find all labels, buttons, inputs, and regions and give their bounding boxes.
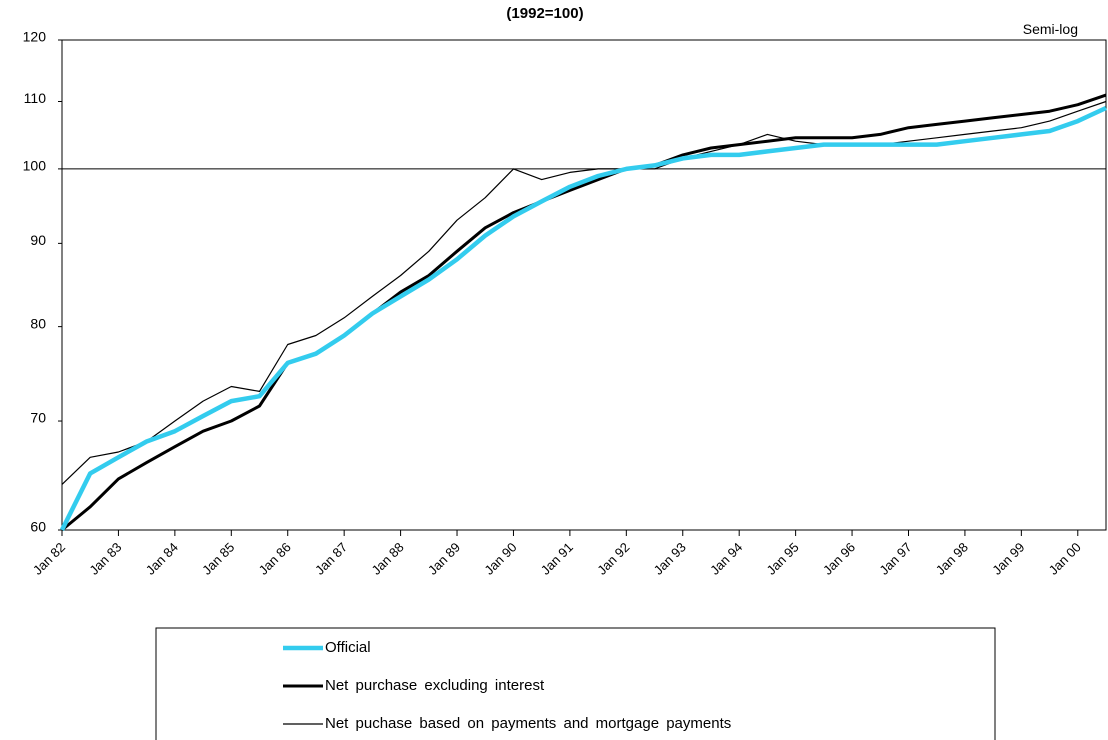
y-tick-label: 110 bbox=[24, 90, 47, 106]
x-tick-label: Jan 96 bbox=[820, 540, 858, 578]
x-tick-label: Jan 97 bbox=[876, 540, 914, 578]
x-tick-label: Jan 98 bbox=[933, 540, 971, 578]
x-tick-label: Jan 99 bbox=[989, 540, 1027, 578]
plot-frame bbox=[61, 39, 1107, 531]
legend-label: Net puchase based on payments and mortga… bbox=[325, 715, 731, 732]
y-tick-label: 120 bbox=[23, 29, 47, 45]
series-line bbox=[59, 105, 1107, 532]
x-tick-label: Jan 94 bbox=[707, 540, 745, 578]
y-tick-label: 80 bbox=[30, 315, 46, 331]
x-tick-label: Jan 93 bbox=[651, 540, 689, 578]
x-tick-label: Jan 95 bbox=[764, 540, 802, 578]
legend-label: Official bbox=[325, 639, 371, 656]
x-tick-label: Jan 86 bbox=[256, 540, 294, 578]
x-tick-label: Jan 83 bbox=[86, 540, 124, 578]
y-tick-label: 60 bbox=[30, 519, 46, 535]
x-tick-label: Jan 92 bbox=[594, 540, 632, 578]
x-tick-label: Jan 82 bbox=[30, 540, 68, 578]
y-tick-label: 70 bbox=[30, 410, 46, 426]
series-line bbox=[61, 100, 1107, 485]
x-tick-label: Jan 85 bbox=[199, 540, 237, 578]
legend-label: Net purchase excluding interest bbox=[325, 677, 545, 694]
y-tick-label: 100 bbox=[23, 158, 47, 174]
x-tick-label: Jan 87 bbox=[312, 540, 350, 578]
x-tick-label: Jan 84 bbox=[143, 540, 181, 578]
annotation: Semi-log bbox=[1023, 21, 1078, 37]
x-tick-label: Jan 90 bbox=[481, 540, 519, 578]
x-tick-label: Jan 89 bbox=[425, 540, 463, 578]
series-line bbox=[61, 93, 1107, 532]
x-tick-label: Jan 00 bbox=[1046, 540, 1084, 578]
x-tick-label: Jan 91 bbox=[538, 540, 576, 578]
x-tick-label: Jan 88 bbox=[368, 540, 406, 578]
chart-title: (1992=100) bbox=[506, 5, 583, 22]
y-tick-label: 90 bbox=[30, 232, 46, 248]
